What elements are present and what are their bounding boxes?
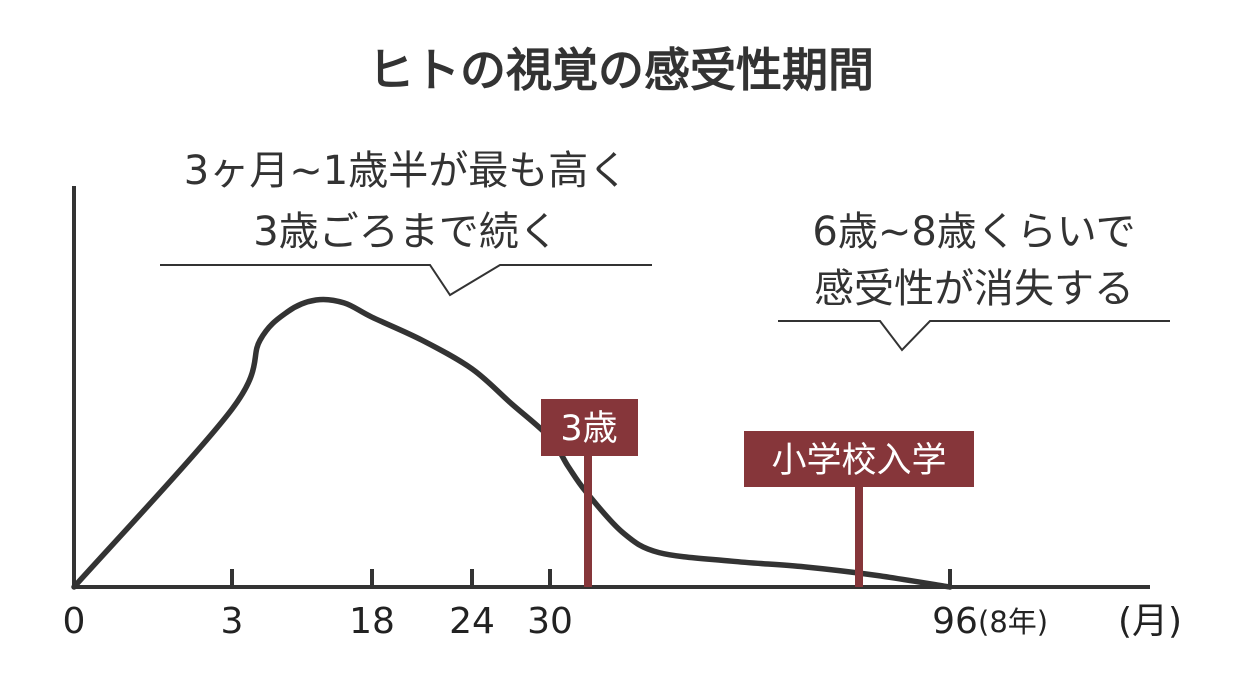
annotation-loss-line-2: 感受性が消失する: [814, 266, 1134, 312]
tick-marks: [230, 569, 952, 587]
x-axis-unit-label: (月): [1118, 601, 1182, 642]
series-line: [71, 296, 953, 590]
x-tick-label-3: 3: [221, 601, 244, 642]
x-tick-label-30: 30: [527, 601, 573, 642]
annotation-peak-line-1: 3ヶ月~1歳半が最も高く: [184, 148, 628, 194]
tick-labels: 0 3 18 24 30 96: [63, 601, 978, 642]
x-tick-label-96: 96: [932, 601, 978, 642]
x-tick-label-18: 18: [349, 601, 395, 642]
annotation-peak-callout: [160, 264, 652, 297]
annotation-loss-line-1: 6歳~8歳くらいで: [812, 209, 1135, 255]
x-tick-label-0: 0: [63, 601, 86, 642]
annotation-loss-callout: [778, 320, 1170, 352]
x-tick-label-24: 24: [449, 601, 495, 642]
chart-title: ヒトの視覚の感受性期間: [368, 43, 874, 97]
x-tick-suffix-96: (8年): [978, 605, 1048, 639]
marker-3sai-label: 3歳: [560, 409, 617, 449]
marker-school-label-box: [744, 431, 974, 487]
marker-school-label: 小学校入学: [771, 441, 946, 481]
marker-3sai-label-box: [541, 399, 638, 456]
annotation-peak-line-2: 3歳ごろまで続く: [253, 209, 558, 255]
